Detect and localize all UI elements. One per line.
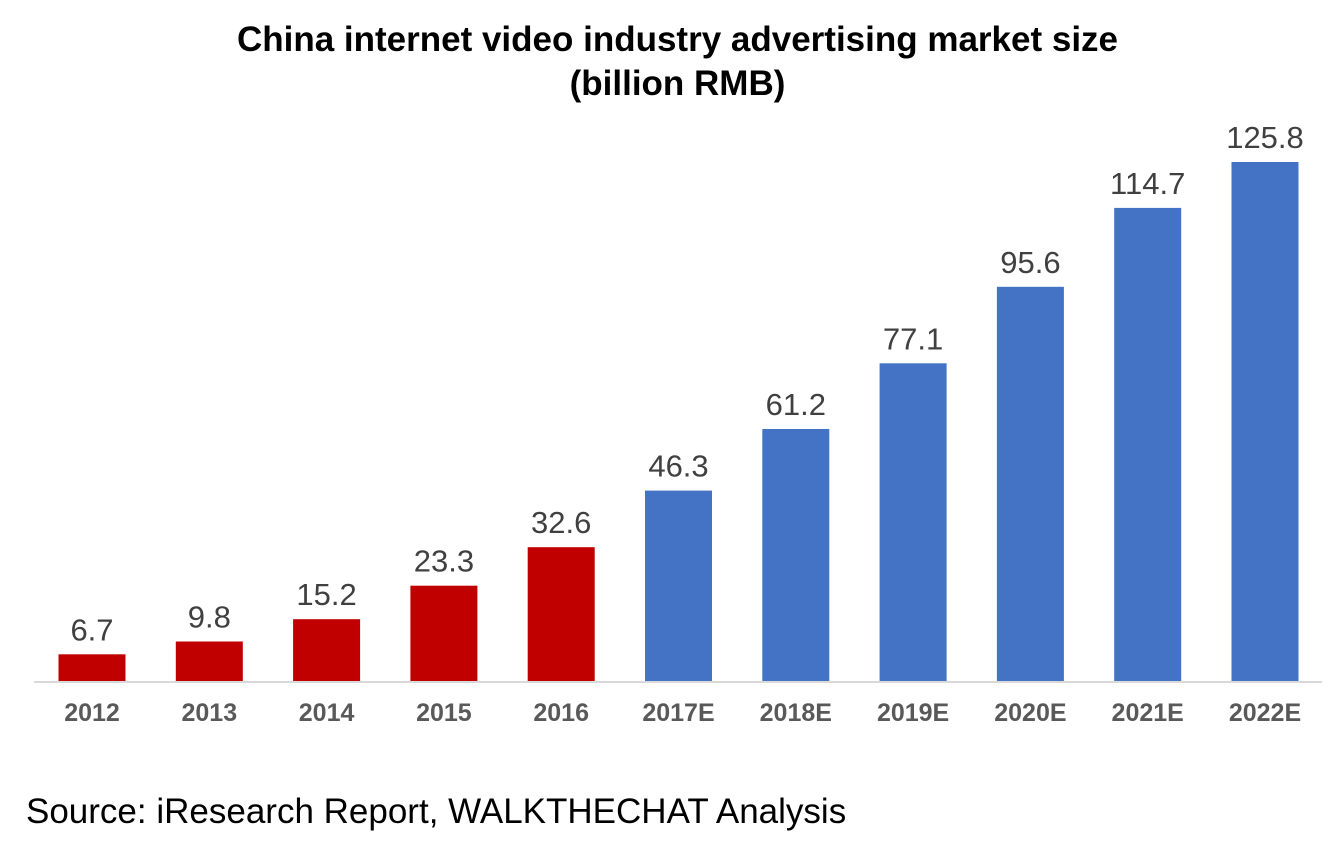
value-label-2015: 23.3	[414, 544, 474, 579]
value-label-2016: 32.6	[531, 505, 591, 540]
bar-2014	[293, 619, 361, 682]
x-tick-label-2012: 2012	[64, 699, 120, 727]
bar-2022E	[1231, 162, 1299, 682]
x-tick-label-2014: 2014	[299, 699, 355, 727]
bar-2012	[58, 654, 126, 682]
bar-2018E	[762, 429, 830, 682]
value-label-2018E: 61.2	[766, 387, 826, 422]
bar-2020E	[996, 286, 1064, 682]
x-tick-label-2017E: 2017E	[642, 699, 714, 727]
bar-2016	[527, 547, 595, 682]
value-label-2012: 6.7	[70, 612, 113, 647]
x-tick-label-2015: 2015	[416, 699, 472, 727]
value-label-2021E: 114.7	[1110, 166, 1185, 201]
x-tick-label-2020E: 2020E	[994, 699, 1066, 727]
x-tick-label-2016: 2016	[533, 699, 589, 727]
source-note: Source: iResearch Report, WALKTHECHAT An…	[26, 792, 847, 831]
value-label-2017E: 46.3	[648, 449, 708, 484]
chart-title: China internet video industry advertisin…	[0, 18, 1343, 106]
bar-2017E	[645, 490, 712, 682]
bar-2013	[175, 641, 243, 682]
x-tick-label-2021E: 2021E	[1112, 699, 1184, 727]
bars-layer	[58, 162, 1299, 682]
x-tick-label-2018E: 2018E	[760, 699, 832, 727]
value-label-2020E: 95.6	[1000, 245, 1060, 280]
x-tick-labels: 2012 2013 2014 2015 2016 2017E 2018E 2019E 2020E…	[64, 699, 1301, 727]
value-label-2019E: 77.1	[883, 321, 943, 356]
value-label-2013: 9.8	[188, 600, 231, 635]
bar-2021E	[1114, 207, 1182, 682]
value-labels-layer: 6.7 9.8 15.2 23.3 32.6 46.3 61.2 77.1 95.6 114.7 1…	[70, 120, 1303, 647]
x-tick-label-2013: 2013	[181, 699, 237, 727]
chart-title-line-1: China internet video industry advertisin…	[236, 20, 1119, 59]
chart-title-line-2: (billion RMB)	[569, 64, 786, 103]
bar-2015	[410, 585, 478, 682]
bar-2019E	[879, 363, 947, 682]
value-label-2022E: 125.8	[1226, 120, 1304, 155]
value-label-2014: 15.2	[296, 577, 356, 612]
x-tick-label-2019E: 2019E	[877, 699, 949, 727]
x-tick-label-2022E: 2022E	[1229, 699, 1301, 727]
